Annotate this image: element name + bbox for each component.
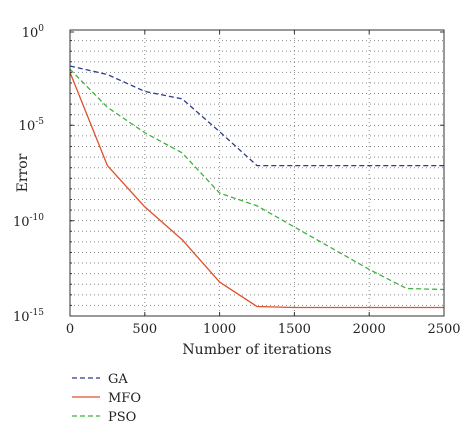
plot-frame (69, 29, 445, 317)
series-line-pso (69, 68, 445, 291)
y-axis-label: Error (15, 153, 31, 192)
x-tick-label: 1000 (203, 322, 236, 337)
legend-label-ga: GA (108, 372, 128, 387)
y-tick-label: 10-15 (13, 308, 44, 325)
series-layer (69, 65, 445, 309)
x-axis-label: Number of iterations (182, 342, 331, 358)
x-tick-label: 0 (66, 322, 74, 337)
y-tick-label: 10-5 (19, 117, 45, 134)
legend-label-mfo: MFO (108, 391, 141, 406)
x-tick-label: 1500 (278, 322, 311, 337)
y-tick-label: 10-10 (13, 213, 44, 230)
x-tick-label: 500 (132, 322, 157, 337)
x-tick-label: 2500 (427, 322, 460, 337)
series-line-mfo (69, 72, 444, 309)
y-tick-label: 100 (22, 24, 45, 41)
ticks: 0 500 1000 1500 2000 2500 100 10-5 10-10 10-15 (13, 24, 461, 337)
legend: GA MFO PSO (72, 372, 141, 425)
legend-label-pso: PSO (108, 410, 136, 425)
grid (70, 30, 444, 316)
x-tick-label: 2000 (353, 322, 386, 337)
series-line-ga (69, 65, 444, 167)
